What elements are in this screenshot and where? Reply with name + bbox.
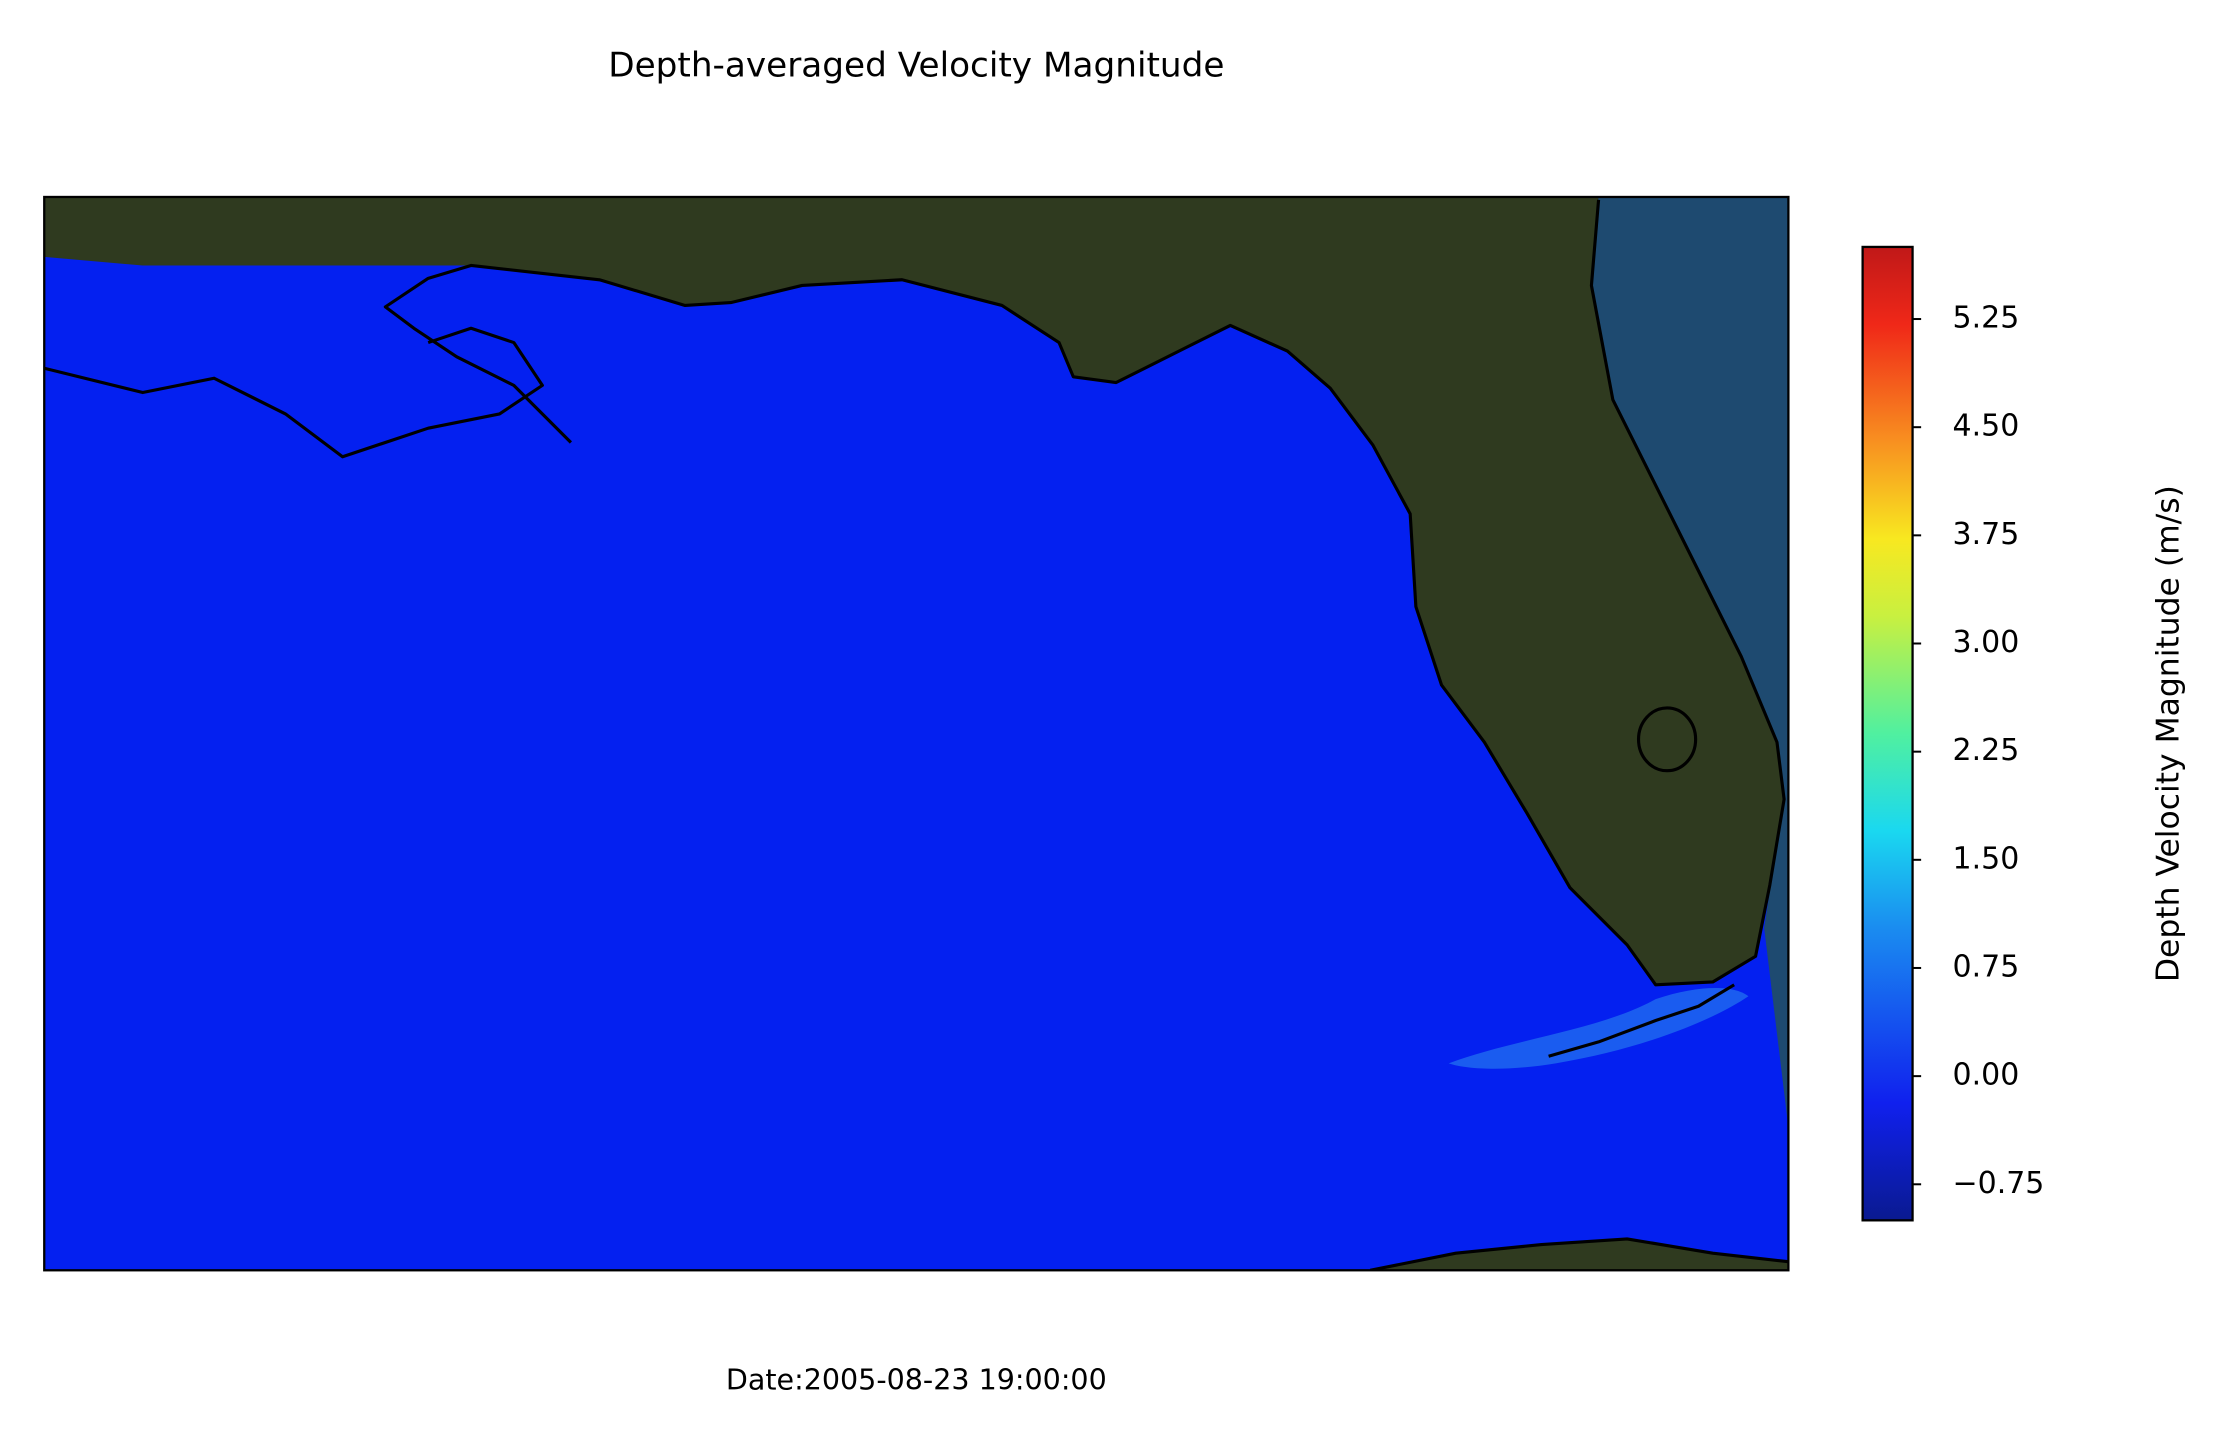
coastline [1369,1237,1789,1271]
colorbar-tick-label: 0.00 [1953,1058,2020,1093]
coastline [1548,983,1735,1058]
colorbar [1861,245,1914,1222]
map-frame [43,195,1790,1272]
colorbar-tick-label: 2.25 [1953,733,2020,768]
shallow-water [1448,988,1749,1069]
coastline [383,199,1786,987]
colorbar-tick-label: 4.50 [1953,409,2020,444]
colorbar-tick-label: 3.00 [1953,625,2020,660]
atlantic [1591,196,1789,1128]
date-annotation: Date:2005-08-23 19:00:00 [726,1364,1107,1397]
colorbar-tick-label: −0.75 [1953,1166,2045,1201]
chart-title: Depth-averaged Velocity Magnitude [608,46,1224,86]
colorbar-tick-label: 0.75 [1953,949,2020,984]
colorbar-tick-label: 3.75 [1953,517,2020,552]
colorbar-tick-label: 5.25 [1953,301,2020,336]
colorbar-label: Depth Velocity Magnitude (m/s) [2150,485,2186,982]
lake [1636,706,1698,773]
colorbar-tick-label: 1.50 [1953,841,2020,876]
map [44,196,1789,1271]
land [44,196,1785,985]
cuba [1370,1238,1789,1271]
coastline [44,326,544,459]
